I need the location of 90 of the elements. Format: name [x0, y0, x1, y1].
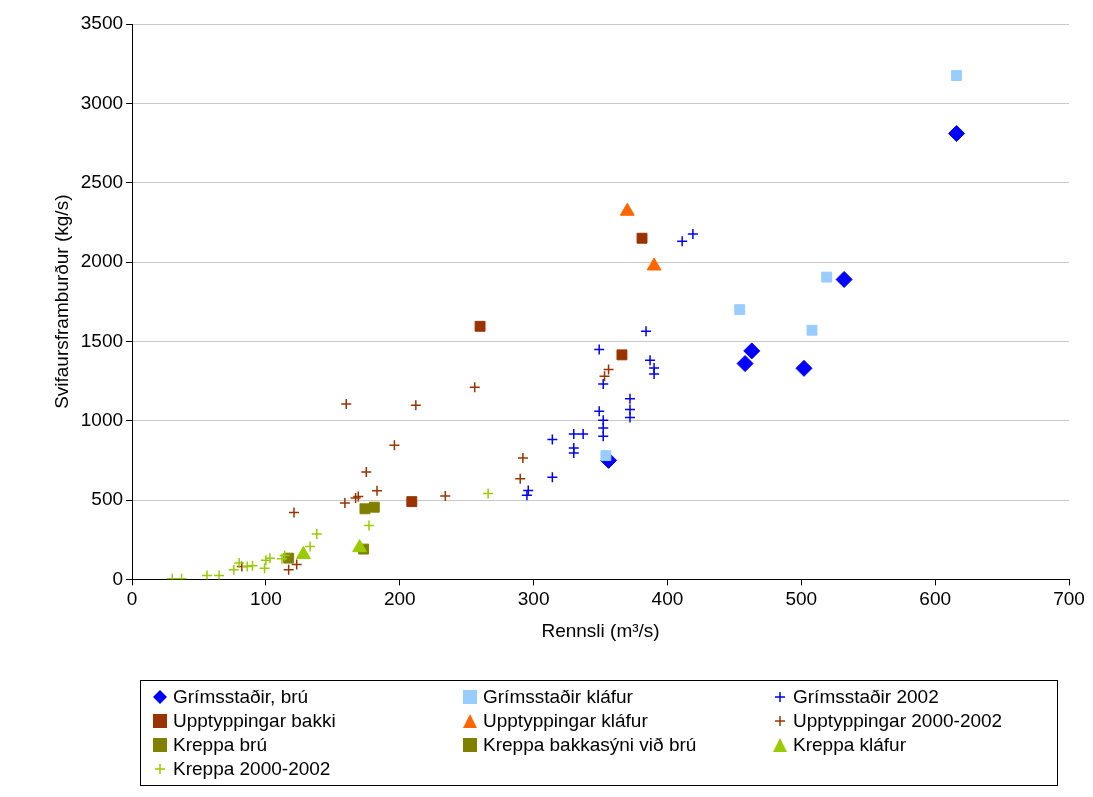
x-tick-label: 300: [517, 588, 550, 610]
point: [276, 553, 288, 565]
point: [201, 569, 213, 580]
point: [474, 320, 486, 332]
point: [598, 370, 611, 383]
point: [616, 349, 628, 361]
point: [624, 411, 636, 424]
x-axis-title: Rennsli (m³/s): [541, 619, 660, 641]
point: [734, 304, 746, 316]
point: [340, 398, 352, 410]
legend-label: Upptyppingar bakki: [173, 709, 336, 733]
x-tick-label: 500: [785, 588, 818, 610]
point: [468, 381, 481, 393]
point: [264, 552, 276, 564]
point: [352, 539, 368, 553]
point: [406, 496, 418, 508]
point: [687, 228, 699, 240]
point: [568, 447, 580, 459]
point: [213, 569, 225, 580]
point: [246, 560, 259, 572]
y-tick-label: 1000: [80, 408, 124, 430]
legend-label: Kreppa 2000-2002: [173, 757, 331, 781]
y-tick-label: 500: [91, 488, 124, 510]
y-tick-label: 1500: [80, 329, 124, 351]
x-tick-label: 600: [919, 588, 951, 610]
point: [568, 428, 580, 440]
y-tick-label: 3000: [80, 91, 124, 113]
point: [676, 235, 688, 247]
point: [597, 422, 609, 434]
legend-label: Kreppa kláfur: [793, 733, 907, 757]
point: [743, 342, 761, 360]
point: [593, 343, 605, 356]
point: [410, 399, 422, 412]
y-tick-label: 2000: [80, 250, 124, 272]
point: [597, 378, 609, 390]
legend-label: Grímsstaðir 2002: [793, 685, 939, 709]
point: [260, 554, 272, 567]
point: [278, 549, 291, 562]
legend-label: Grímsstaðir, brú: [173, 685, 309, 709]
y-tick-label: 0: [112, 567, 124, 589]
point: [648, 368, 660, 380]
point: [388, 439, 401, 452]
point: [597, 414, 609, 426]
legend-label: Kreppa bakkasýni við brú: [483, 733, 697, 757]
point: [951, 70, 963, 82]
point: [602, 363, 615, 376]
point: [311, 528, 323, 540]
y-tick-label: 3500: [80, 12, 124, 34]
point: [360, 466, 373, 478]
point: [806, 324, 818, 336]
point: [640, 325, 652, 337]
legend-label: Upptyppingar kláfur: [483, 709, 648, 733]
y-tick-label: 2500: [80, 170, 124, 192]
point: [439, 490, 452, 502]
point: [948, 124, 966, 142]
legend-label: Kreppa brú: [173, 733, 268, 757]
x-tick-label: 200: [383, 588, 416, 610]
point: [363, 519, 375, 532]
point: [593, 405, 605, 418]
point: [646, 257, 662, 271]
point: [282, 563, 295, 576]
x-tick-label: 700: [1053, 588, 1085, 610]
point: [577, 428, 589, 440]
point: [517, 452, 529, 464]
legend-label: Grímsstaðir kláfur: [483, 685, 633, 709]
point: [546, 471, 559, 484]
point: [228, 563, 240, 576]
point: [624, 392, 636, 405]
x-tick-label: 100: [250, 588, 282, 610]
point: [835, 270, 853, 288]
point: [795, 359, 813, 377]
legend-label: Upptyppingar 2000-2002: [793, 709, 1003, 733]
point: [636, 232, 648, 244]
point: [288, 506, 300, 519]
point: [371, 484, 383, 497]
point: [368, 501, 380, 513]
x-tick-label: 400: [651, 588, 684, 610]
point: [514, 472, 526, 485]
x-tick-label: 0: [126, 588, 138, 610]
point: [290, 558, 303, 571]
point: [736, 355, 754, 373]
point: [482, 487, 494, 500]
point: [821, 271, 833, 283]
point: [546, 433, 559, 446]
point: [258, 562, 271, 574]
point: [339, 497, 351, 509]
y-axis-title: Svifaursframburður (kg/s): [50, 194, 72, 409]
point: [359, 503, 371, 515]
point: [304, 540, 316, 553]
point: [597, 430, 609, 443]
